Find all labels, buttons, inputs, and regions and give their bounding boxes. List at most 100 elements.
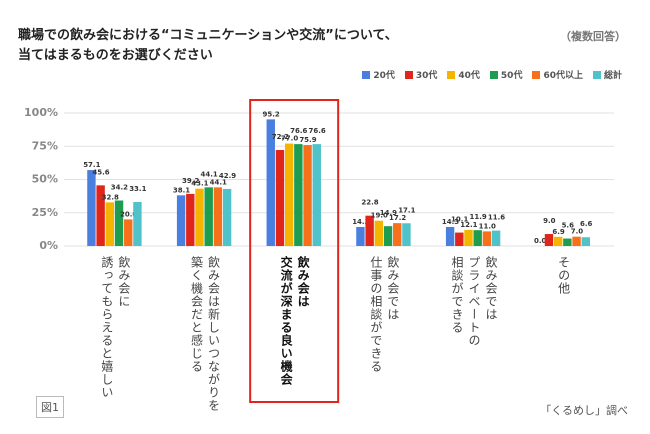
bar bbox=[176, 195, 186, 246]
data-label: 14.3 bbox=[442, 218, 459, 226]
bar bbox=[464, 229, 473, 246]
data-label: 11.9 bbox=[469, 213, 486, 221]
bar bbox=[96, 185, 105, 246]
legend: 20代 30代 40代 50代 60代以上 総計 bbox=[362, 68, 622, 81]
subtitle: （複数回答） bbox=[560, 30, 626, 43]
x-tick-label: その他 bbox=[556, 256, 571, 295]
bar bbox=[312, 144, 321, 246]
bar bbox=[374, 220, 384, 246]
bar bbox=[356, 226, 365, 246]
data-label: 17.1 bbox=[398, 206, 415, 214]
y-tick-label: 0% bbox=[39, 239, 58, 252]
bar bbox=[455, 232, 464, 246]
data-label: 33.1 bbox=[129, 185, 146, 193]
bar bbox=[105, 202, 115, 246]
data-label: 95.2 bbox=[263, 110, 280, 118]
legend-swatch bbox=[362, 71, 371, 79]
bar bbox=[402, 223, 411, 246]
source: 「くるめし」調べ bbox=[540, 404, 628, 417]
bar bbox=[383, 226, 393, 246]
chart-title: 職場での飲み会における“コミュニケーションや交流”について、 当てはまるものをお… bbox=[18, 28, 398, 63]
legend-label: 40代 bbox=[458, 71, 480, 81]
highlight-box bbox=[249, 99, 340, 403]
y-tick-label: 25% bbox=[32, 206, 58, 219]
bar bbox=[473, 230, 482, 246]
data-label: 0.0 bbox=[534, 237, 547, 245]
legend-swatch bbox=[592, 71, 601, 79]
data-label: 14.9 bbox=[380, 209, 397, 217]
x-tick-label: 飲み会では 仕事の相談ができる bbox=[368, 256, 400, 373]
bar bbox=[284, 143, 294, 246]
bar bbox=[482, 231, 492, 246]
legend-label: 30代 bbox=[415, 71, 438, 81]
data-label: 5.6 bbox=[562, 222, 575, 230]
data-label: 39.2 bbox=[182, 177, 199, 185]
data-label: 38.1 bbox=[173, 186, 190, 194]
bar bbox=[124, 219, 133, 246]
legend-swatch bbox=[404, 71, 413, 79]
bar bbox=[275, 149, 285, 246]
bar bbox=[491, 230, 501, 246]
data-label: 76.6 bbox=[290, 127, 307, 135]
bar bbox=[544, 234, 554, 246]
bar bbox=[294, 144, 303, 246]
legend-item: 20代 bbox=[362, 68, 395, 81]
bar bbox=[213, 187, 223, 246]
legend-swatch bbox=[489, 71, 498, 79]
bar bbox=[563, 238, 572, 246]
bar bbox=[266, 119, 275, 246]
bar bbox=[445, 226, 455, 246]
legend-item: 総計 bbox=[592, 68, 622, 81]
legend-label: 60代以上 bbox=[543, 71, 583, 81]
data-label: 12.1 bbox=[460, 221, 477, 229]
data-label: 10.1 bbox=[451, 216, 468, 224]
bar bbox=[114, 200, 124, 246]
data-label: 34.2 bbox=[111, 184, 128, 192]
data-label: 44.1 bbox=[200, 170, 217, 178]
bar bbox=[393, 223, 402, 246]
bar bbox=[303, 145, 312, 246]
data-label: 11.0 bbox=[479, 222, 496, 230]
legend-item: 40代 bbox=[447, 68, 480, 81]
data-label: 57.1 bbox=[83, 161, 100, 169]
data-label: 76.6 bbox=[309, 127, 326, 135]
bar bbox=[222, 188, 232, 246]
data-label: 6.6 bbox=[580, 220, 593, 228]
x-tick-label: 飲み会は新しいつながりを 築く機会だと感じる bbox=[189, 256, 221, 412]
data-label: 22.8 bbox=[361, 199, 378, 207]
legend-label: 50代 bbox=[500, 71, 523, 81]
legend-label: 総計 bbox=[603, 71, 622, 81]
legend-swatch bbox=[447, 71, 456, 79]
data-label: 42.9 bbox=[219, 172, 236, 180]
figure-label: 図1 bbox=[36, 396, 64, 418]
y-tick-label: 100% bbox=[24, 106, 58, 119]
data-label: 75.9 bbox=[299, 136, 316, 144]
bar bbox=[553, 236, 563, 246]
legend-item: 60代以上 bbox=[532, 68, 583, 81]
data-label: 20.0 bbox=[120, 210, 137, 218]
data-label: 6.9 bbox=[552, 228, 565, 236]
data-label: 45.6 bbox=[92, 168, 109, 176]
bar bbox=[87, 170, 96, 246]
bar bbox=[186, 193, 195, 246]
bar bbox=[365, 215, 374, 246]
x-tick-label: 飲み会に 誘ってもらえると嬉しい bbox=[99, 256, 131, 399]
bar bbox=[133, 201, 142, 246]
data-label: 43.1 bbox=[191, 180, 208, 188]
data-label: 11.6 bbox=[488, 214, 505, 222]
data-label: 32.8 bbox=[102, 193, 119, 201]
y-tick-label: 50% bbox=[32, 173, 58, 186]
data-label: 14.3 bbox=[352, 218, 369, 226]
legend-item: 50代 bbox=[489, 68, 523, 81]
y-tick-label: 75% bbox=[32, 139, 58, 152]
legend-item: 30代 bbox=[404, 68, 438, 81]
legend-label: 20代 bbox=[373, 71, 395, 81]
data-label: 7.0 bbox=[571, 228, 584, 236]
bar bbox=[204, 187, 213, 246]
bar bbox=[581, 237, 590, 246]
x-tick-label: 飲み会では プライベートの 相談ができる bbox=[450, 256, 498, 347]
bar bbox=[572, 236, 581, 246]
data-label: 72.2 bbox=[272, 133, 289, 141]
